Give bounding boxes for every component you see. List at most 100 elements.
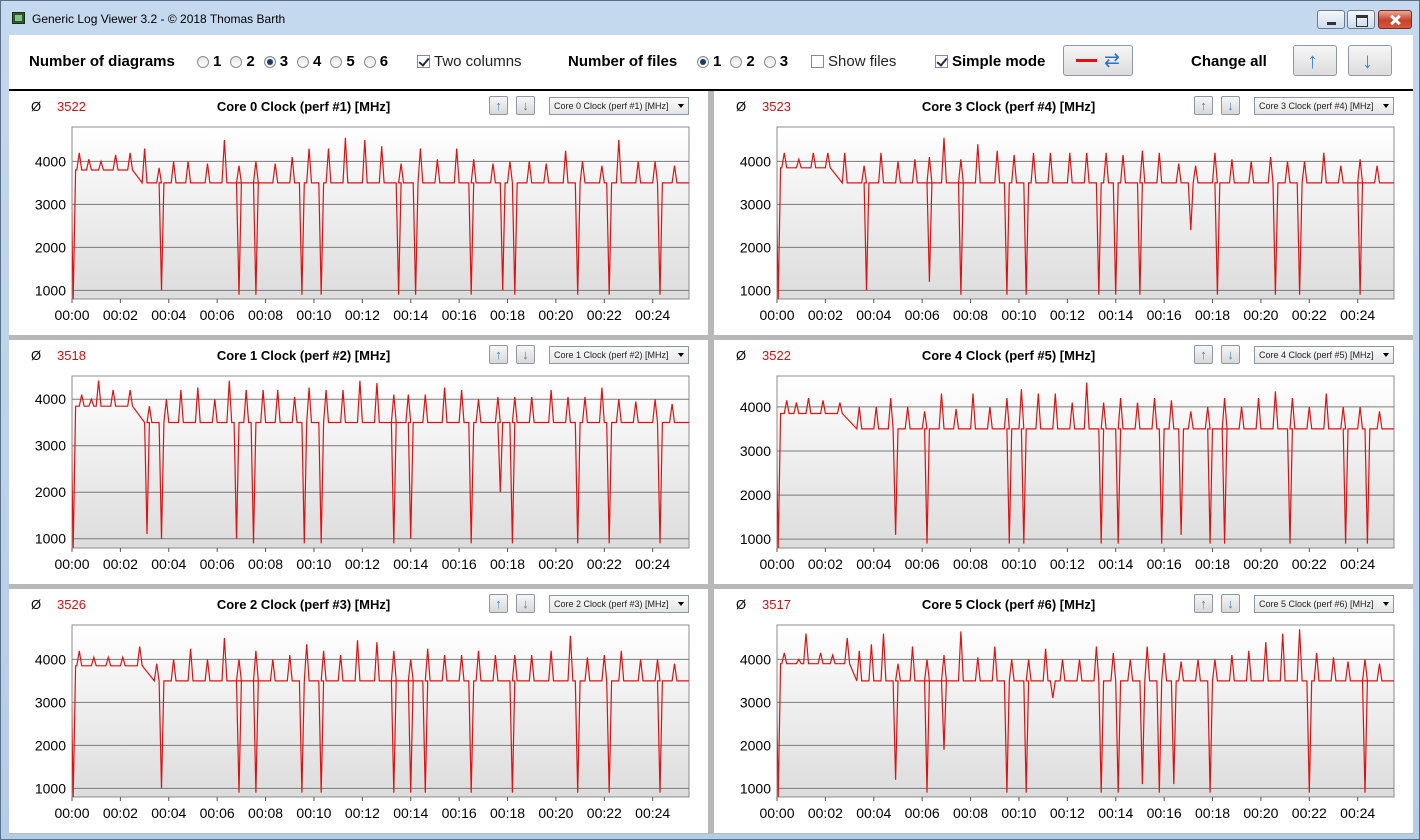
sensor-select[interactable]: Core 3 Clock (perf #4) [MHz] [1254, 97, 1394, 115]
x-tick-label: 00:06 [905, 556, 940, 572]
log-viewer-icon [12, 12, 25, 24]
move-down-button[interactable]: ↓ [516, 345, 535, 364]
minimize-button[interactable] [1317, 10, 1345, 29]
x-tick-label: 00:20 [538, 556, 573, 572]
plot-area [71, 126, 690, 300]
x-tick-label: 00:16 [442, 307, 477, 323]
files-radio-label: 1 [713, 53, 722, 70]
move-down-button[interactable]: ↓ [516, 96, 535, 115]
window-title: Generic Log Viewer 3.2 - © 2018 Thomas B… [32, 12, 286, 26]
files-radio-1[interactable]: 1 [697, 53, 721, 70]
radio-circle-icon[interactable] [763, 55, 776, 68]
x-tick-label: 00:18 [1195, 556, 1230, 572]
simple-mode-check-icon[interactable] [935, 55, 948, 68]
chevron-down-icon [1383, 104, 1389, 108]
show-files-checkbox[interactable]: Show files [811, 53, 896, 70]
radio-circle-icon[interactable] [330, 55, 343, 68]
x-tick-label: 00:00 [54, 805, 89, 821]
move-down-button[interactable]: ↓ [1221, 96, 1240, 115]
x-tick-label: 00:22 [587, 307, 622, 323]
diagram-panel: Ø 3518 Core 1 Clock (perf #2) [MHz] ↑ ↓ Core … [9, 340, 708, 584]
x-tick-label: 00:02 [808, 556, 843, 572]
client-area: Number of diagrams 1 2 3 4 5 6 Two columns Nu… [9, 35, 1413, 834]
move-all-down-button[interactable]: ↓ [1348, 45, 1392, 76]
diagram-count-radio-group: 1 2 3 4 5 6 [197, 53, 397, 70]
x-tick-label: 00:20 [538, 805, 573, 821]
diagrams-radio-6[interactable]: 6 [363, 53, 388, 70]
sensor-select[interactable]: Core 2 Clock (perf #3) [MHz] [549, 595, 689, 613]
move-down-button[interactable]: ↓ [516, 594, 535, 613]
series-line [777, 137, 1394, 299]
move-up-button[interactable]: ↑ [1194, 96, 1213, 115]
x-tick-label: 00:10 [296, 805, 331, 821]
files-radio-3[interactable]: 3 [763, 53, 788, 70]
x-tick-label: 00:22 [1292, 307, 1327, 323]
move-up-button[interactable]: ↑ [489, 345, 508, 364]
radio-circle-icon[interactable] [297, 55, 310, 68]
two-columns-checkbox[interactable]: Two columns [417, 53, 522, 70]
title-bar[interactable]: Generic Log Viewer 3.2 - © 2018 Thomas B… [1, 1, 1419, 35]
x-tick-label: 00:16 [1147, 556, 1182, 572]
diagrams-radio-2[interactable]: 2 [230, 53, 255, 70]
x-tick-label: 00:12 [345, 307, 380, 323]
diagrams-radio-1[interactable]: 1 [197, 53, 221, 70]
diagram-panel: Ø 3522 Core 0 Clock (perf #1) [MHz] ↑ ↓ Core … [9, 91, 708, 335]
maximize-button[interactable] [1347, 10, 1375, 29]
average-value: 3518 [57, 348, 86, 363]
radio-circle-icon[interactable] [363, 55, 376, 68]
close-button[interactable] [1378, 10, 1412, 29]
move-up-button[interactable]: ↑ [1194, 594, 1213, 613]
plot-area [776, 126, 1395, 300]
x-tick-label: 00:24 [635, 805, 670, 821]
two-columns-check-icon[interactable] [417, 55, 430, 68]
x-tick-label: 00:16 [1147, 805, 1182, 821]
move-down-button[interactable]: ↓ [1221, 345, 1240, 364]
diagram-panel: Ø 3522 Core 4 Clock (perf #5) [MHz] ↑ ↓ Core … [714, 340, 1413, 584]
move-up-button[interactable]: ↑ [1194, 345, 1213, 364]
files-radio-2[interactable]: 2 [730, 53, 755, 70]
average-value: 3522 [57, 99, 86, 114]
x-tick-label: 00:10 [1001, 307, 1036, 323]
x-tick-label: 00:10 [296, 307, 331, 323]
sensor-select[interactable]: Core 0 Clock (perf #1) [MHz] [549, 97, 689, 115]
x-tick-label: 00:18 [490, 307, 525, 323]
series-line [72, 635, 689, 797]
line-style-button[interactable]: ⇄ [1063, 45, 1133, 76]
chart: 1000 2000 3000 4000 00:00 00:02 00:04 00:06 00:0… [714, 615, 1413, 833]
radio-circle-icon[interactable] [697, 55, 709, 68]
radio-circle-icon[interactable] [263, 55, 276, 68]
diagrams-radio-4[interactable]: 4 [297, 53, 321, 70]
series-line [72, 380, 689, 548]
arrow-down-icon: ↓ [1362, 48, 1373, 73]
diagram-title: Core 3 Clock (perf #4) [MHz] [921, 99, 1096, 114]
refresh-icon: ⇄ [1104, 50, 1120, 71]
move-down-button[interactable]: ↓ [1221, 594, 1240, 613]
sensor-select[interactable]: Core 4 Clock (perf #5) [MHz] [1254, 346, 1394, 364]
y-tick-label: 3000 [740, 196, 771, 212]
x-tick-label: 00:14 [393, 805, 428, 821]
x-tick-label: 00:12 [345, 556, 380, 572]
simple-mode-checkbox[interactable]: Simple mode [935, 53, 1045, 70]
diagrams-radio-label: 5 [346, 53, 355, 70]
y-tick-label: 2000 [740, 737, 771, 753]
sensor-select[interactable]: Core 1 Clock (perf #2) [MHz] [549, 346, 689, 364]
diagrams-radio-5[interactable]: 5 [330, 53, 355, 70]
x-tick-label: 00:10 [1001, 805, 1036, 821]
x-tick-label: 00:24 [635, 307, 670, 323]
show-files-check-icon[interactable] [811, 55, 824, 68]
y-tick-label: 2000 [35, 484, 66, 500]
diagrams-radio-3[interactable]: 3 [263, 53, 288, 70]
radio-circle-icon[interactable] [197, 55, 209, 68]
move-up-button[interactable]: ↑ [489, 96, 508, 115]
radio-circle-icon[interactable] [230, 55, 243, 68]
radio-circle-icon[interactable] [730, 55, 743, 68]
chart: 1000 2000 3000 4000 00:00 00:02 00:04 00:06 00:0… [714, 366, 1413, 584]
x-tick-label: 00:08 [248, 805, 283, 821]
move-up-button[interactable]: ↑ [489, 594, 508, 613]
average-symbol: Ø [736, 348, 747, 363]
series-line [777, 629, 1394, 797]
sensor-select[interactable]: Core 5 Clock (perf #6) [MHz] [1254, 595, 1394, 613]
show-files-label: Show files [828, 53, 897, 70]
move-all-up-button[interactable]: ↑ [1293, 45, 1337, 76]
x-tick-label: 00:12 [345, 805, 380, 821]
